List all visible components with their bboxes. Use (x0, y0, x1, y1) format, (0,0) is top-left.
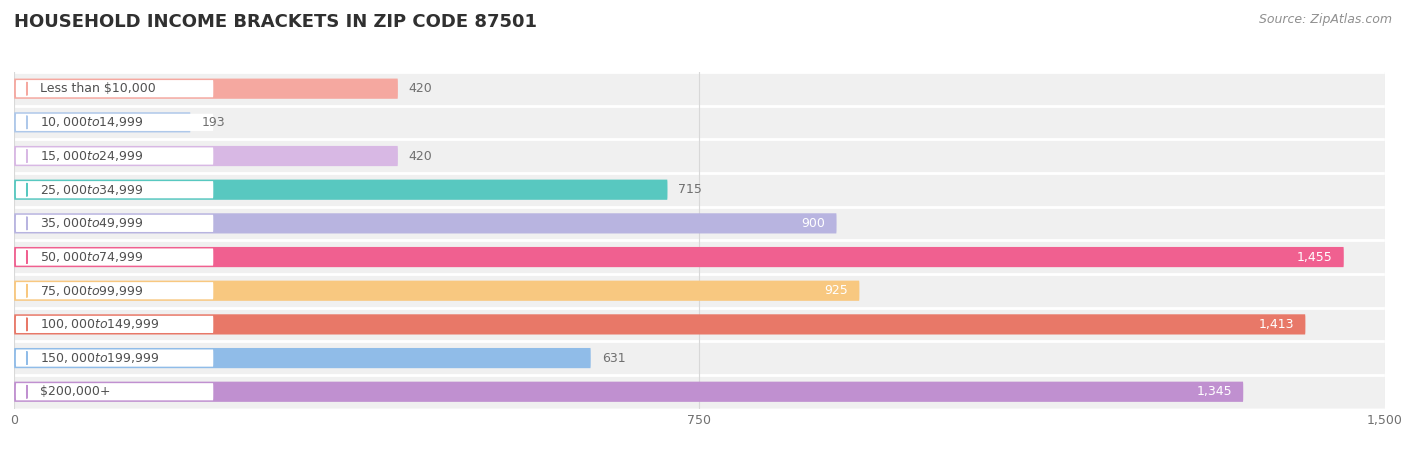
Text: $15,000 to $24,999: $15,000 to $24,999 (39, 149, 143, 163)
Text: 420: 420 (409, 82, 433, 95)
Text: 925: 925 (825, 284, 848, 297)
FancyBboxPatch shape (15, 282, 214, 299)
FancyBboxPatch shape (15, 147, 214, 165)
Text: 900: 900 (801, 217, 825, 230)
FancyBboxPatch shape (14, 112, 190, 132)
Text: $150,000 to $199,999: $150,000 to $199,999 (39, 351, 159, 365)
Text: $10,000 to $14,999: $10,000 to $14,999 (39, 115, 143, 129)
FancyBboxPatch shape (14, 213, 837, 233)
Text: 631: 631 (602, 352, 626, 365)
FancyBboxPatch shape (14, 79, 398, 99)
FancyBboxPatch shape (15, 316, 214, 333)
FancyBboxPatch shape (14, 308, 1385, 341)
Text: HOUSEHOLD INCOME BRACKETS IN ZIP CODE 87501: HOUSEHOLD INCOME BRACKETS IN ZIP CODE 87… (14, 13, 537, 31)
Text: 420: 420 (409, 150, 433, 163)
FancyBboxPatch shape (14, 240, 1385, 274)
FancyBboxPatch shape (15, 349, 214, 367)
FancyBboxPatch shape (14, 139, 1385, 173)
Text: $50,000 to $74,999: $50,000 to $74,999 (39, 250, 143, 264)
Text: Source: ZipAtlas.com: Source: ZipAtlas.com (1258, 13, 1392, 26)
FancyBboxPatch shape (14, 106, 1385, 139)
FancyBboxPatch shape (15, 383, 214, 401)
Text: 1,413: 1,413 (1258, 318, 1295, 331)
Text: 193: 193 (201, 116, 225, 129)
Text: $100,000 to $149,999: $100,000 to $149,999 (39, 317, 159, 331)
Text: 1,345: 1,345 (1197, 385, 1232, 398)
Text: 715: 715 (679, 183, 703, 196)
FancyBboxPatch shape (14, 274, 1385, 308)
FancyBboxPatch shape (14, 375, 1385, 409)
FancyBboxPatch shape (14, 382, 1243, 402)
Text: $25,000 to $34,999: $25,000 to $34,999 (39, 183, 143, 197)
FancyBboxPatch shape (15, 248, 214, 266)
FancyBboxPatch shape (15, 215, 214, 232)
Text: $75,000 to $99,999: $75,000 to $99,999 (39, 284, 143, 298)
Text: 1,455: 1,455 (1298, 251, 1333, 264)
FancyBboxPatch shape (14, 281, 859, 301)
Text: $200,000+: $200,000+ (39, 385, 110, 398)
FancyBboxPatch shape (14, 72, 1385, 106)
Text: $35,000 to $49,999: $35,000 to $49,999 (39, 216, 143, 230)
Text: Less than $10,000: Less than $10,000 (39, 82, 156, 95)
FancyBboxPatch shape (15, 80, 214, 97)
FancyBboxPatch shape (14, 341, 1385, 375)
FancyBboxPatch shape (14, 348, 591, 368)
FancyBboxPatch shape (15, 181, 214, 198)
FancyBboxPatch shape (14, 173, 1385, 207)
FancyBboxPatch shape (14, 146, 398, 166)
FancyBboxPatch shape (15, 114, 214, 131)
FancyBboxPatch shape (14, 247, 1344, 267)
FancyBboxPatch shape (14, 314, 1305, 335)
FancyBboxPatch shape (14, 180, 668, 200)
FancyBboxPatch shape (14, 207, 1385, 240)
